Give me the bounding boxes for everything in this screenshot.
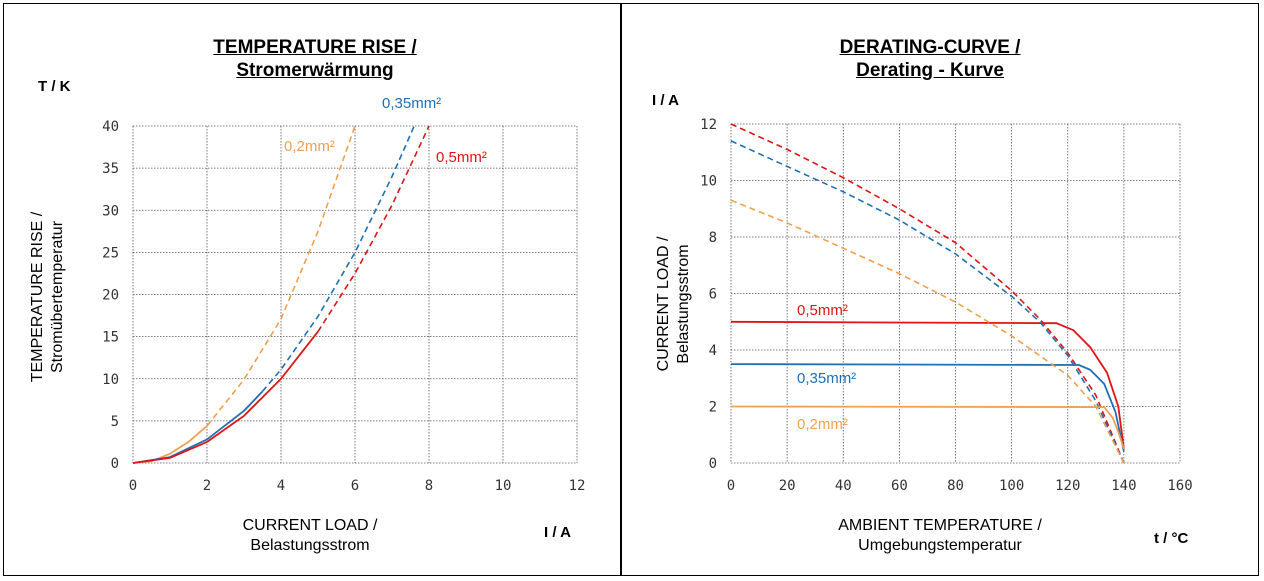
chart2-x-tick-label: 120: [1055, 478, 1080, 494]
chart1-x-label-line1: CURRENT LOAD /: [242, 517, 378, 534]
chart1-x-tick-label: 4: [277, 478, 285, 494]
chart1-x-tick-label: 0: [129, 478, 137, 494]
chart2-x-unit: t / °C: [1154, 530, 1189, 547]
chart2-series-label: 0,2mm²: [797, 416, 848, 433]
chart2-series-dashed-line: [730, 199, 1125, 464]
chart2-series-solid-line: [730, 405, 1125, 450]
chart2-title: DERATING-CURVE / Derating - Kurve: [790, 36, 1070, 82]
chart1-x-tick-label: 12: [569, 478, 586, 494]
chart2-y-unit: I / A: [652, 92, 679, 109]
chart2-x-label: AMBIENT TEMPERATURE / Umgebungstemperatu…: [810, 516, 1070, 556]
chart2-series-dashed-line: [730, 140, 1125, 464]
chart1-x-tick-label: 2: [203, 478, 211, 494]
chart2-x-tick-label: 60: [891, 478, 908, 494]
chart1-title: TEMPERATURE RISE / Stromerwärmung: [150, 36, 480, 82]
chart1-series-dashed-line: [317, 125, 430, 333]
chart2-series-label: 0,5mm²: [797, 302, 848, 319]
chart1-y-tick-label: 35: [102, 161, 119, 177]
chart2-series-solid-line: [730, 320, 1125, 450]
chart2-x-tick-label: 100: [999, 478, 1024, 494]
chart2-x-label-line2: Umgebungstemperatur: [858, 537, 1022, 554]
chart2-title-line2: Derating - Kurve: [856, 60, 1004, 81]
chart1-title-line2: Stromerwärmung: [236, 60, 394, 81]
chart1-series-solid-line: [132, 390, 264, 464]
chart1-series-dashed-line: [261, 125, 415, 392]
chart2-x-tick-label: 40: [835, 478, 852, 494]
chart2-x-tick-label: 160: [1167, 478, 1192, 494]
chart2-x-tick-label: 0: [727, 478, 735, 494]
chart2-y-tick-label: 0: [709, 456, 717, 472]
chart2-series-label: 0,35mm²: [797, 370, 856, 387]
chart1-x-label: CURRENT LOAD / Belastungsstrom: [200, 516, 420, 556]
chart1-x-tick-label: 10: [495, 478, 512, 494]
chart1-y-tick-label: 40: [102, 119, 119, 135]
chart1-y-tick-label: 5: [111, 414, 119, 430]
figure-frame: [3, 3, 1259, 576]
chart1-y-unit: T / K: [38, 78, 71, 95]
chart1-y-tick-label: 0: [111, 456, 119, 472]
chart1-series-label: 0,35mm²: [382, 95, 441, 112]
chart1-series-dashed-line: [206, 125, 356, 427]
chart1-y-tick-label: 30: [102, 203, 119, 219]
chart2-y-tick-label: 12: [700, 117, 717, 133]
chart2-x-tick-label: 140: [1111, 478, 1136, 494]
chart1-x-tick-label: 6: [351, 478, 359, 494]
chart2-x-tick-label: 80: [947, 478, 964, 494]
chart1-y-tick-label: 10: [102, 372, 119, 388]
chart1-y-tick-label: 20: [102, 288, 119, 304]
chart2-x-tick-label: 20: [779, 478, 796, 494]
chart1-x-label-line2: Belastungsstrom: [250, 537, 370, 554]
chart1-x-tick-label: 8: [425, 478, 433, 494]
chart1-title-line1: TEMPERATURE RISE /: [213, 37, 417, 58]
panel-divider: [620, 3, 622, 576]
chart2-series-solid-line: [730, 363, 1125, 452]
chart1-series-label: 0,2mm²: [284, 138, 335, 155]
chart2-y-tick-label: 8: [709, 230, 717, 246]
chart2-y-tick-label: 2: [709, 400, 717, 416]
chart1-y-tick-label: 15: [102, 330, 119, 346]
chart2-x-label-line1: AMBIENT TEMPERATURE /: [838, 517, 1042, 534]
chart1-y-tick-label: 25: [102, 245, 119, 261]
chart2-y-tick-label: 6: [709, 287, 717, 303]
chart1-series-solid-line: [132, 331, 319, 464]
chart1-series-label: 0,5mm²: [436, 149, 487, 166]
chart2-y-tick-label: 10: [700, 174, 717, 190]
chart2-title-line1: DERATING-CURVE /: [839, 37, 1021, 58]
chart2-series-dashed-line: [730, 123, 1125, 464]
chart2-y-tick-label: 4: [709, 343, 717, 359]
chart1-x-unit: I / A: [544, 524, 571, 541]
